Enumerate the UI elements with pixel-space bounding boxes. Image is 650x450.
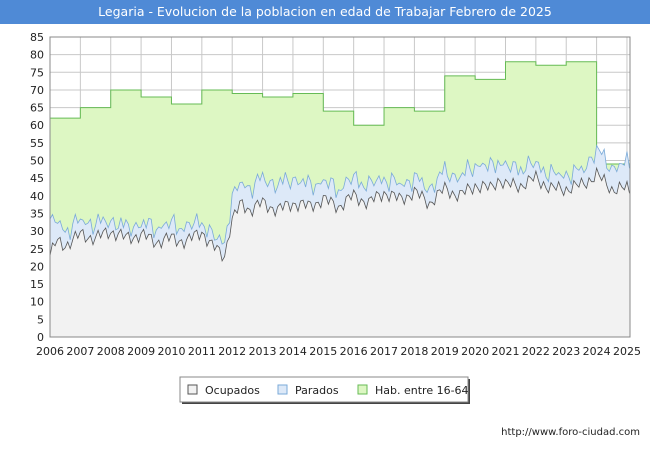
x-tick-label: 2015 — [309, 345, 337, 358]
ocupados-line — [49, 166, 630, 263]
legend-box — [179, 376, 469, 403]
x-tick-label: 2014 — [279, 345, 307, 358]
y-tick-label: 20 — [30, 260, 44, 273]
x-tick-label: 2017 — [370, 345, 398, 358]
legend: Ocupados Parados Hab. entre 16-64 — [179, 376, 470, 404]
y-tick-label: 0 — [37, 331, 44, 344]
y-tick-label: 75 — [30, 66, 44, 79]
y-tick-label: 40 — [30, 190, 44, 203]
ocupados-area — [50, 168, 630, 337]
legend-label: Hab. entre 16-64 — [375, 384, 469, 397]
x-tick-label: 2011 — [188, 345, 216, 358]
y-tick-label: 50 — [30, 155, 44, 168]
x-tick-label: 2018 — [400, 345, 428, 358]
y-tick-label: 85 — [30, 31, 44, 44]
parados-line — [49, 144, 630, 245]
x-tick-label: 2013 — [249, 345, 277, 358]
x-tick-label: 2020 — [461, 345, 489, 358]
y-tick-label: 5 — [37, 313, 44, 326]
y-tick-label: 10 — [30, 296, 44, 309]
x-tick-label: 2009 — [127, 345, 155, 358]
hab-line — [50, 61, 630, 165]
x-tick-label: 2023 — [552, 345, 580, 358]
y-tick-label: 65 — [30, 102, 44, 115]
x-tick-label: 2010 — [157, 345, 185, 358]
legend-label: Ocupados — [205, 384, 260, 397]
x-tick-label: 2007 — [66, 345, 94, 358]
legend-label: Parados — [295, 384, 339, 397]
x-axis-ticks: 2006 2007 2008 2009 2010 2011 2012 2013 2014 2015… — [36, 345, 641, 358]
x-tick-label: 2016 — [340, 345, 368, 358]
x-tick-label: 2019 — [431, 345, 459, 358]
x-tick-label: 2006 — [36, 345, 64, 358]
y-tick-label: 55 — [30, 137, 44, 150]
x-tick-label: 2024 — [583, 345, 611, 358]
y-tick-label: 45 — [30, 172, 44, 185]
x-tick-label: 2025 — [613, 345, 641, 358]
legend-swatch-2 — [357, 384, 368, 395]
source-url: http://www.foro-ciudad.com — [501, 427, 640, 438]
x-tick-label: 2022 — [522, 345, 550, 358]
x-tick-label: 2012 — [218, 345, 246, 358]
chart-title: Legaria - Evolucion de la poblacion en e… — [0, 0, 650, 24]
series-areas — [49, 61, 630, 338]
plot-border — [49, 36, 631, 338]
y-tick-label: 60 — [30, 119, 44, 132]
x-tick-label: 2008 — [97, 345, 125, 358]
y-tick-label: 35 — [30, 207, 44, 220]
legend-swatch-1 — [277, 384, 288, 395]
y-tick-label: 80 — [30, 49, 44, 62]
y-axis-ticks: 0 5 10 15 20 25 30 35 40 45 50 55 60 65 70 75 80 85 — [30, 31, 44, 344]
y-tick-label: 70 — [30, 84, 44, 97]
y-tick-label: 30 — [30, 225, 44, 238]
y-tick-label: 25 — [30, 243, 44, 256]
legend-swatch-0 — [187, 384, 198, 395]
y-tick-label: 15 — [30, 278, 44, 291]
x-tick-label: 2021 — [491, 345, 519, 358]
